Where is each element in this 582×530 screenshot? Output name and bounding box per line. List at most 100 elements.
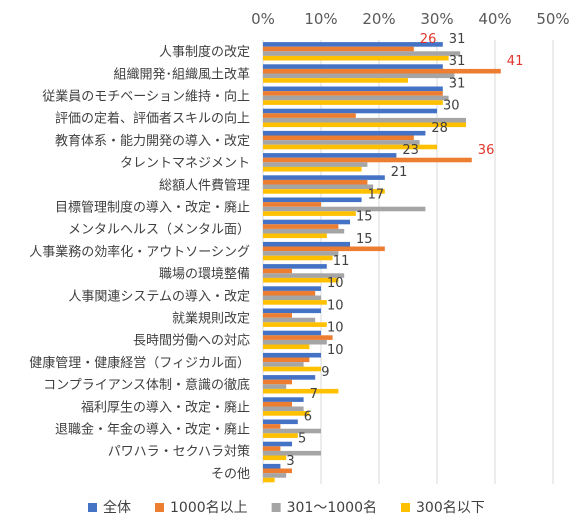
bar bbox=[263, 384, 287, 389]
bar bbox=[263, 286, 321, 291]
bar bbox=[263, 322, 327, 327]
bar bbox=[263, 450, 321, 456]
data-label: 28 bbox=[431, 121, 448, 136]
bar bbox=[263, 273, 345, 278]
category-label: 長時間労働への対応 bbox=[133, 334, 250, 349]
bar bbox=[263, 411, 310, 416]
data-label: 30 bbox=[443, 99, 460, 114]
bar bbox=[263, 228, 345, 234]
bar bbox=[263, 339, 327, 345]
data-label: 23 bbox=[402, 143, 419, 158]
legend-label: 1000名以上 bbox=[170, 500, 248, 516]
data-label: 7 bbox=[310, 387, 318, 402]
bar bbox=[263, 206, 426, 212]
category-label: 就業規則改定 bbox=[172, 311, 250, 327]
bar bbox=[263, 211, 356, 216]
bar bbox=[263, 313, 292, 318]
legend-swatch bbox=[88, 503, 97, 512]
category-label: コンプライアンス体制・意識の徹底 bbox=[43, 377, 250, 393]
bar bbox=[263, 184, 374, 190]
bar bbox=[263, 264, 327, 269]
bar bbox=[263, 463, 281, 469]
legend-label: 全体 bbox=[103, 499, 131, 516]
x-tick-label: 10% bbox=[304, 10, 337, 28]
bar bbox=[263, 189, 385, 194]
bar bbox=[263, 113, 356, 118]
bar bbox=[263, 219, 350, 225]
data-label: 6 bbox=[304, 409, 312, 424]
bar bbox=[263, 91, 443, 96]
bar bbox=[263, 428, 321, 434]
data-label: 10 bbox=[327, 298, 344, 313]
bar bbox=[263, 424, 281, 429]
bar bbox=[263, 73, 455, 79]
bar bbox=[263, 335, 333, 340]
bar bbox=[263, 157, 472, 163]
bar bbox=[263, 375, 316, 380]
legend-swatch bbox=[271, 503, 281, 512]
category-labels: 人事制度の改定組織開発･組織風土改革従業員のモチベーション維持・向上評価の定着、… bbox=[29, 44, 250, 482]
data-label: 15 bbox=[356, 210, 373, 225]
data-label: 5 bbox=[298, 432, 306, 447]
bar bbox=[263, 42, 443, 47]
data-label: 9 bbox=[321, 365, 329, 380]
bar bbox=[263, 86, 443, 92]
category-label: 人事業務の効率化・アウトソーシング bbox=[29, 244, 250, 260]
bar bbox=[263, 379, 292, 385]
bar bbox=[263, 344, 310, 350]
bar bbox=[263, 95, 449, 101]
category-label: 人事制度の改定 bbox=[159, 44, 250, 60]
bar bbox=[263, 317, 316, 323]
bar bbox=[263, 179, 368, 185]
bar bbox=[263, 144, 437, 150]
bar bbox=[263, 433, 298, 438]
data-label: 31 bbox=[449, 54, 466, 69]
x-tick-label: 30% bbox=[420, 10, 453, 28]
bar bbox=[263, 100, 443, 105]
bar bbox=[263, 108, 437, 114]
bar bbox=[263, 162, 368, 167]
bar bbox=[263, 122, 466, 128]
bar bbox=[263, 397, 304, 402]
bar bbox=[263, 446, 281, 451]
legend: 全体 1000名以上 301～1000名 300名以下 bbox=[88, 499, 485, 516]
bar bbox=[263, 233, 327, 239]
bar bbox=[263, 366, 321, 372]
category-label: 組織開発･組織風土改革 bbox=[113, 67, 250, 82]
bar bbox=[263, 246, 385, 252]
x-axis-tick-labels: 0% 10% 20% 30% 40% 50% bbox=[251, 10, 570, 28]
x-tick-label: 50% bbox=[536, 10, 569, 28]
bar bbox=[263, 477, 275, 483]
bar bbox=[263, 406, 304, 412]
category-label: その他 bbox=[211, 467, 250, 482]
data-label: 10 bbox=[327, 276, 344, 291]
bar-series bbox=[263, 42, 501, 483]
data-label: 17 bbox=[368, 187, 385, 202]
bar bbox=[263, 357, 310, 363]
bar bbox=[263, 78, 408, 83]
category-label: 福利厚生の導入・改定・廃止 bbox=[81, 399, 250, 415]
bar bbox=[263, 300, 327, 305]
bar bbox=[263, 64, 443, 69]
bar bbox=[263, 46, 414, 52]
bar bbox=[263, 51, 461, 56]
bar bbox=[263, 290, 316, 296]
x-tick-label: 20% bbox=[362, 10, 395, 28]
data-label: 21 bbox=[391, 165, 408, 180]
category-label: 評価の定着、評価者スキルの向上 bbox=[55, 111, 250, 127]
bar bbox=[263, 468, 292, 474]
bar bbox=[263, 130, 426, 136]
category-label: メンタルヘルス（メンタル面） bbox=[68, 223, 250, 238]
bar bbox=[263, 166, 362, 172]
bar bbox=[263, 308, 321, 314]
bar bbox=[263, 473, 287, 478]
legend-label: 300名以下 bbox=[416, 500, 485, 516]
bar bbox=[263, 441, 292, 447]
category-label: パワハラ・セクハラ対策 bbox=[108, 444, 250, 460]
category-label: 目標管理制度の導入・改定・廃止 bbox=[55, 200, 250, 216]
data-label: 15 bbox=[356, 232, 373, 247]
data-label: 11 bbox=[333, 254, 350, 269]
legend-swatch bbox=[155, 503, 164, 512]
bar bbox=[263, 175, 385, 180]
